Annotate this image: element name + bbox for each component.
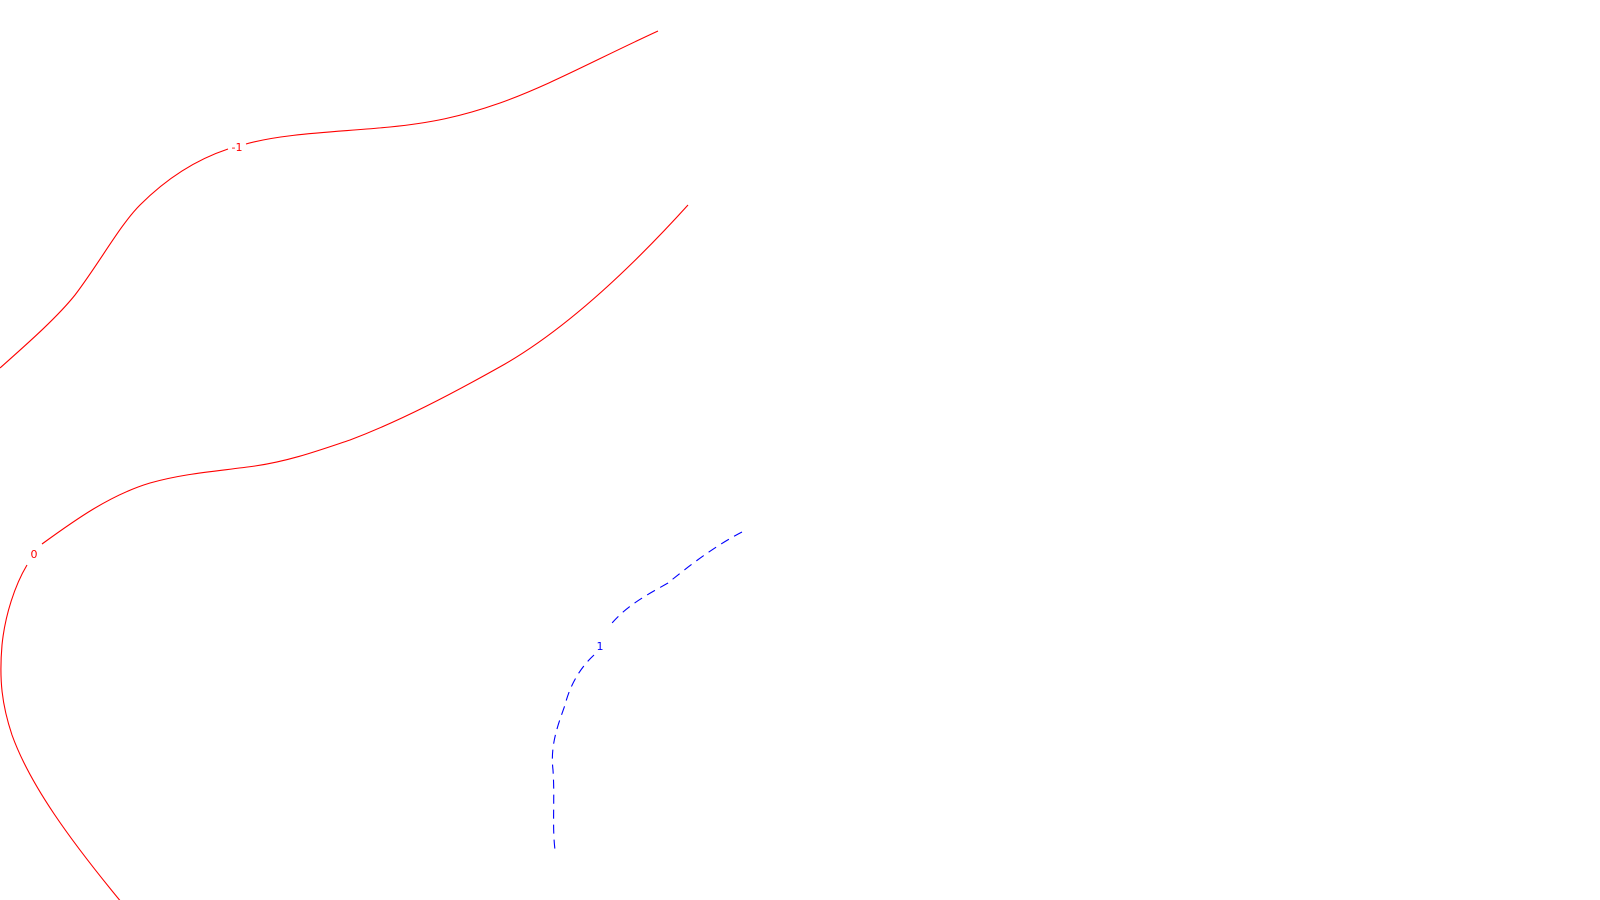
contour-level-minus-1: -1: [0, 30, 659, 369]
contour-label-minus-1: -1: [232, 141, 243, 154]
contour-line-0-lower: [0, 564, 121, 900]
contour-line-minus-1-right: [245, 30, 659, 145]
contour-label-0: 0: [31, 548, 38, 561]
contour-line-1-lower: [551, 654, 595, 851]
contour-line-1-upper: [611, 531, 743, 624]
contour-level-0: 0: [0, 204, 689, 900]
contour-level-1: 1: [551, 531, 743, 851]
contour-line-minus-1-left: [0, 148, 229, 369]
contour-line-0-upper: [41, 204, 689, 545]
contour-label-1: 1: [597, 640, 604, 653]
